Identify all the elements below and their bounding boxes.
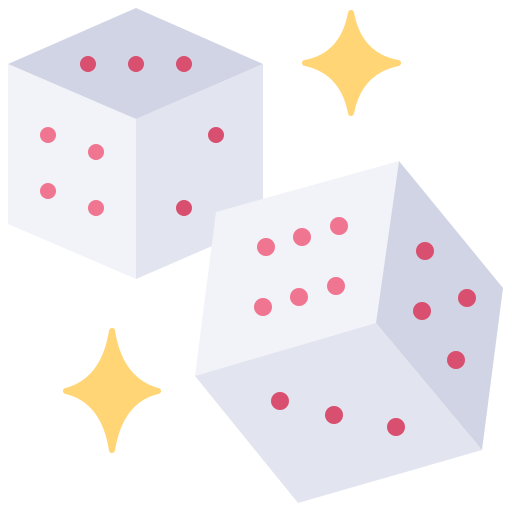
die-pip [271, 392, 289, 410]
die-pip [40, 183, 56, 199]
die-left-face [8, 64, 136, 279]
die-pip [293, 228, 311, 246]
die-pip [327, 277, 345, 295]
sparkle-icon [63, 328, 161, 453]
die-pip [413, 302, 431, 320]
die-icon [195, 161, 503, 503]
die-pip [208, 127, 224, 143]
die-pip [447, 351, 465, 369]
die-pip [40, 127, 56, 143]
die-pip [387, 418, 405, 436]
die-pip [176, 200, 192, 216]
die-right-face [376, 161, 503, 450]
die-pip [128, 56, 144, 72]
die-pip [325, 406, 343, 424]
die-pip [88, 200, 104, 216]
die-pip [290, 288, 308, 306]
die-pip [330, 217, 348, 235]
die-pip [80, 56, 96, 72]
die-pip [88, 144, 104, 160]
die-pip [458, 289, 476, 307]
die-pip [254, 298, 272, 316]
die-pip [176, 56, 192, 72]
die-front-face [195, 161, 399, 376]
die-pip [257, 238, 275, 256]
sparkle-icon [302, 10, 401, 116]
die-pip [416, 242, 434, 260]
